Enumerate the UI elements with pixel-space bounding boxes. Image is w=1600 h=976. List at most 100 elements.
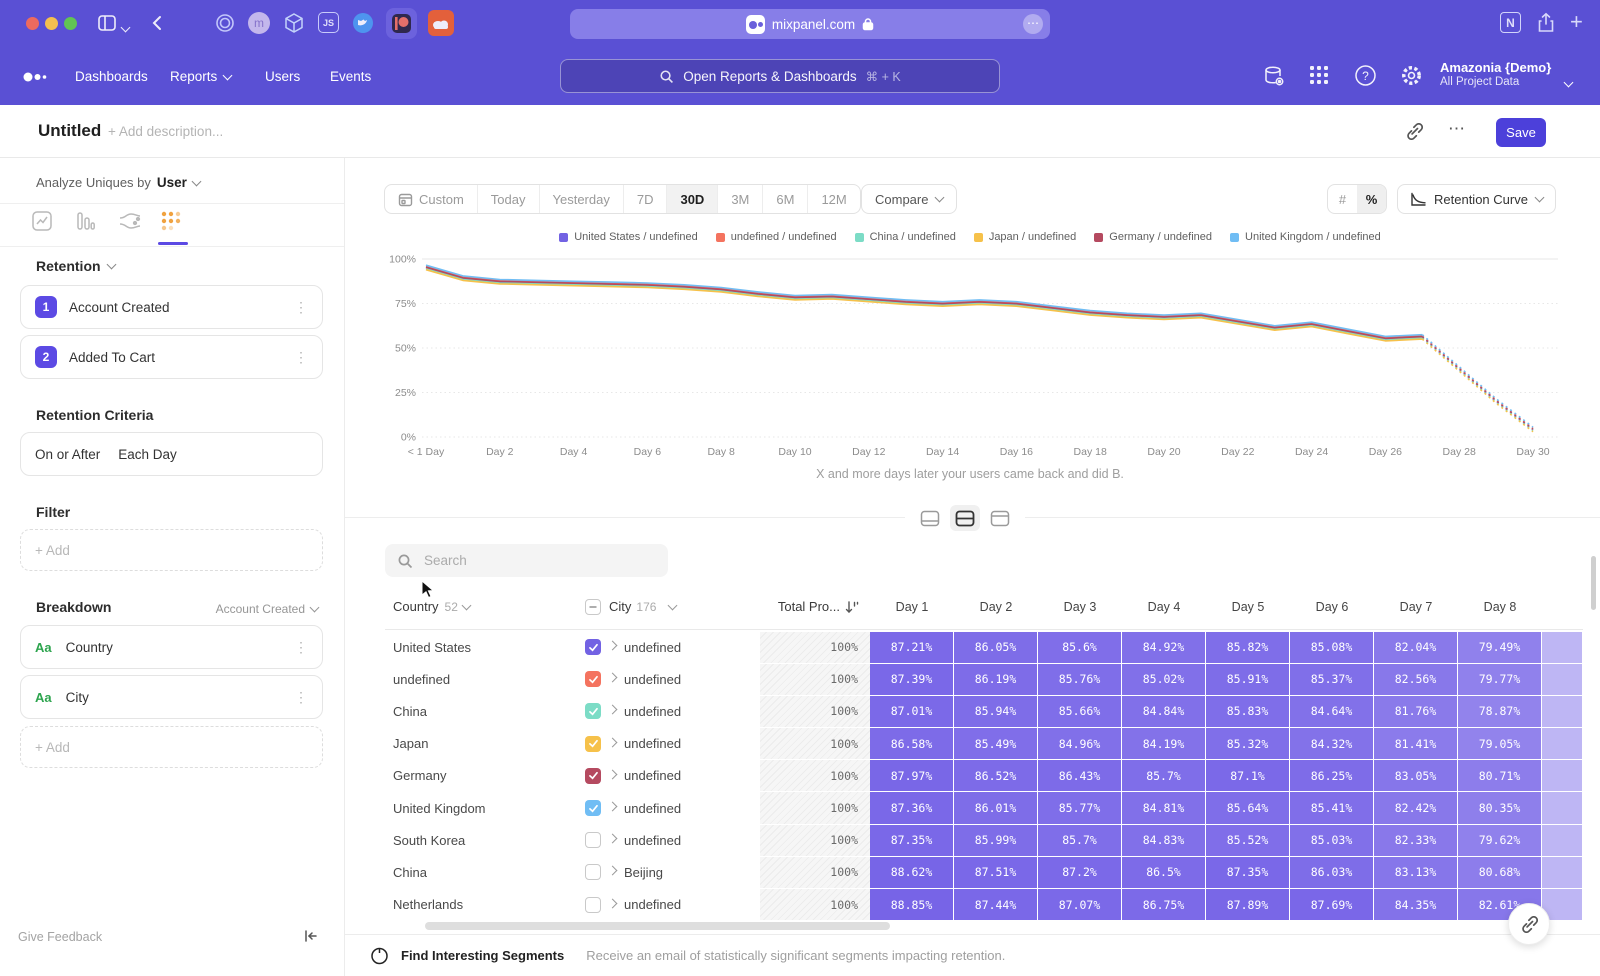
retention-cell[interactable]: 84.96% [1038, 728, 1121, 759]
retention-cell[interactable]: 86.43% [1038, 760, 1121, 791]
retention-cell[interactable]: 81.76% [1374, 696, 1457, 727]
total-column-header[interactable]: Total Pro... [760, 599, 870, 614]
save-button[interactable]: Save [1496, 118, 1546, 147]
retention-cell[interactable]: 85.03% [1290, 825, 1373, 856]
retention-cell[interactable]: 85.32% [1206, 728, 1289, 759]
retention-cell[interactable]: 87.44% [954, 889, 1037, 920]
retention-cell[interactable]: 87.89% [1206, 889, 1289, 920]
legend-item[interactable]: undefined / undefined [716, 231, 837, 243]
retention-cell[interactable]: 86.03% [1290, 857, 1373, 888]
country-name[interactable]: China [393, 704, 427, 719]
retention-cell[interactable]: 82.04% [1374, 632, 1457, 663]
extension-cube-icon[interactable] [283, 12, 305, 34]
total-cohort-cell[interactable]: 100% [760, 825, 870, 856]
retention-cell[interactable]: 86.52% [954, 760, 1037, 791]
retention-cell[interactable]: 85.91% [1206, 664, 1289, 695]
retention-cell[interactable]: 87.35% [1206, 857, 1289, 888]
city-name[interactable]: undefined [624, 736, 681, 751]
collapse-sidebar-icon[interactable] [303, 928, 319, 944]
table-row[interactable]: Netherlandsundefined100%88.85%87.44%87.0… [385, 889, 1583, 921]
back-icon[interactable] [150, 15, 166, 31]
settings-gear-icon[interactable] [1400, 64, 1423, 87]
retention-cell[interactable]: 84.81% [1122, 792, 1205, 823]
retention-cell[interactable]: 87.97% [870, 760, 953, 791]
retention-cell[interactable]: 85.66% [1038, 696, 1121, 727]
expand-chevron-icon[interactable] [608, 705, 618, 715]
mixpanel-logo[interactable] [22, 70, 48, 84]
row-checkbox[interactable] [585, 671, 601, 687]
expand-chevron-icon[interactable] [608, 866, 618, 876]
city-name[interactable]: Beijing [624, 865, 663, 880]
share-link-floating-button[interactable] [1508, 903, 1550, 945]
row-checkbox[interactable] [585, 703, 601, 719]
tab-funnels[interactable] [74, 210, 96, 232]
address-bar-more-icon[interactable]: ⋯ [1023, 14, 1043, 34]
retention-criteria-card[interactable]: On or After Each Day [20, 432, 323, 476]
country-name[interactable]: Netherlands [393, 897, 463, 912]
tab-flows[interactable] [118, 210, 142, 232]
range-yesterday[interactable]: Yesterday [540, 185, 624, 213]
retention-cell[interactable]: 79.77% [1458, 664, 1541, 695]
retention-cell[interactable]: 85.6% [1038, 632, 1121, 663]
step-label[interactable]: Account Created [69, 300, 170, 315]
retention-cell[interactable]: 86.5% [1122, 857, 1205, 888]
horizontal-scrollbar[interactable] [425, 922, 890, 930]
retention-cell[interactable]: 84.19% [1122, 728, 1205, 759]
table-row[interactable]: Chinaundefined100%87.01%85.94%85.66%84.8… [385, 695, 1583, 727]
total-cohort-cell[interactable]: 100% [760, 792, 870, 823]
day-column-header[interactable]: Day 3 [1038, 600, 1122, 614]
segments-title[interactable]: Find Interesting Segments [401, 948, 564, 963]
retention-cell[interactable]: 86.19% [954, 664, 1037, 695]
retention-cell[interactable]: 86.01% [954, 792, 1037, 823]
retention-cell[interactable]: 86.58% [870, 728, 953, 759]
total-cohort-cell[interactable]: 100% [760, 696, 870, 727]
breakdown-label[interactable]: Country [66, 640, 113, 655]
chart-type-selector[interactable]: Retention Curve [1397, 184, 1556, 214]
table-row[interactable]: South Koreaundefined100%87.35%85.99%85.7… [385, 824, 1583, 856]
step-card-account-created[interactable]: 1 Account Created ⋮ [20, 285, 323, 329]
vertical-scrollbar[interactable] [1591, 556, 1596, 610]
extension-bird-icon[interactable] [352, 12, 374, 34]
retention-cell[interactable]: 87.69% [1290, 889, 1373, 920]
table-search-input[interactable] [422, 552, 626, 569]
day-column-header[interactable]: Day 4 [1122, 600, 1206, 614]
expand-chevron-icon[interactable] [608, 802, 618, 812]
day-column-header[interactable]: Day 6 [1290, 600, 1374, 614]
retention-cell[interactable]: 88.85% [870, 889, 953, 920]
retention-cell[interactable]: 87.39% [870, 664, 953, 695]
retention-cell[interactable]: 84.92% [1122, 632, 1205, 663]
view-table-icon[interactable] [985, 505, 1015, 531]
expand-chevron-icon[interactable] [608, 641, 618, 651]
retention-cell[interactable]: 85.77% [1038, 792, 1121, 823]
retention-cell[interactable]: 84.83% [1122, 825, 1205, 856]
soundcloud-icon[interactable] [428, 10, 454, 36]
nav-item-reports[interactable]: Reports [170, 69, 231, 84]
legend-item[interactable]: United Kingdom / undefined [1230, 231, 1381, 243]
retention-cell[interactable]: 80.68% [1458, 857, 1541, 888]
country-name[interactable]: Germany [393, 768, 446, 783]
report-title[interactable]: Untitled [38, 121, 101, 141]
range-30d[interactable]: 30D [667, 185, 718, 213]
view-chart-icon[interactable] [915, 505, 945, 531]
retention-cell[interactable]: 84.35% [1374, 889, 1457, 920]
row-checkbox[interactable] [585, 832, 601, 848]
traffic-light-zoom-button[interactable] [64, 17, 77, 30]
breakdown-add-button[interactable]: + Add [20, 726, 323, 768]
retention-cell[interactable]: 86.25% [1290, 760, 1373, 791]
city-name[interactable]: undefined [624, 640, 681, 655]
row-checkbox[interactable] [585, 639, 601, 655]
row-checkbox[interactable] [585, 897, 601, 913]
range-12m[interactable]: 12M [808, 185, 859, 213]
retention-cell[interactable]: 85.08% [1290, 632, 1373, 663]
extension-target-icon[interactable] [214, 12, 236, 34]
step-card-added-to-cart[interactable]: 2 Added To Cart ⋮ [20, 335, 323, 379]
retention-cell[interactable]: 87.1% [1206, 760, 1289, 791]
retention-cell[interactable]: 85.7% [1038, 825, 1121, 856]
total-cohort-cell[interactable]: 100% [760, 760, 870, 791]
data-management-icon[interactable] [1262, 64, 1286, 88]
country-name[interactable]: United States [393, 640, 471, 655]
share-icon[interactable] [1536, 12, 1556, 34]
breakdown-label[interactable]: City [66, 690, 89, 705]
notion-icon[interactable]: N [1500, 12, 1521, 33]
city-name[interactable]: undefined [624, 704, 681, 719]
